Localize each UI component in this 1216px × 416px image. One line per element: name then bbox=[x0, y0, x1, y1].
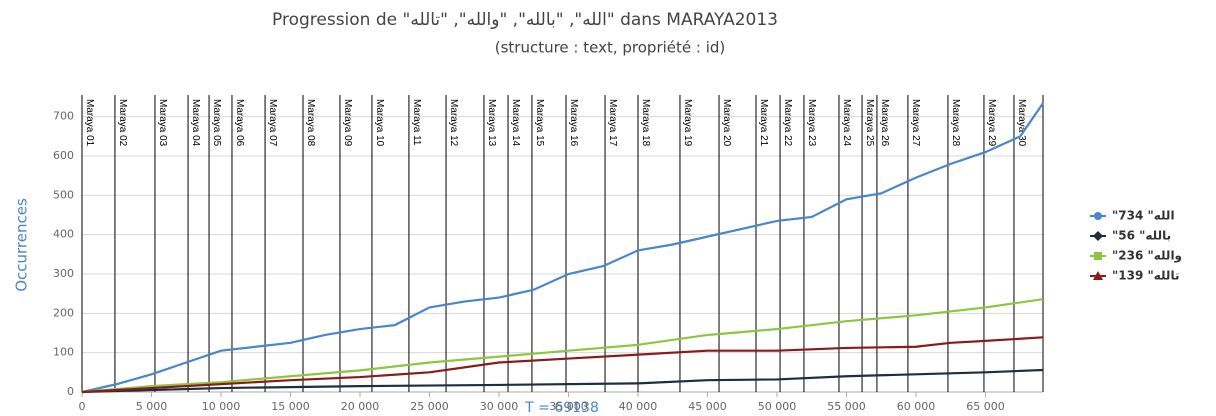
chart-title: Progression de "الله", "بالله", "والله",… bbox=[272, 10, 778, 30]
section-label: Maraya 01 bbox=[84, 99, 95, 147]
section-label: Maraya 09 bbox=[342, 99, 353, 147]
legend-marker bbox=[1093, 231, 1103, 241]
x-tick-label: 0 bbox=[79, 400, 86, 413]
series-line bbox=[81, 298, 1044, 394]
legend-label: "الله" 734 bbox=[1112, 209, 1175, 223]
section-label: Maraya 24 bbox=[841, 99, 852, 147]
legend-label: "تالله" 139 bbox=[1112, 269, 1179, 283]
x-tick-label: 50 000 bbox=[758, 400, 797, 413]
section-label: Maraya 13 bbox=[486, 99, 497, 147]
series-line bbox=[81, 368, 1044, 394]
y-tick-label: 600 bbox=[53, 149, 74, 162]
section-label: Maraya 26 bbox=[879, 99, 890, 147]
section-label: Maraya 11 bbox=[411, 99, 422, 146]
x-tick-label: 25 000 bbox=[410, 400, 449, 413]
x-tick-label: 40 000 bbox=[619, 400, 658, 413]
section-label: Maraya 02 bbox=[117, 99, 128, 147]
y-tick-label: 100 bbox=[53, 346, 74, 359]
x-tick-label: 30 000 bbox=[480, 400, 519, 413]
section-label: Maraya 29 bbox=[986, 99, 997, 147]
x-tick-label: 45 000 bbox=[688, 400, 727, 413]
section-label: Maraya 19 bbox=[682, 99, 693, 147]
section-label: Maraya 16 bbox=[568, 99, 579, 147]
section-label: Maraya 10 bbox=[374, 99, 385, 147]
section-label: Maraya 06 bbox=[234, 99, 245, 147]
x-tick-label: 15 000 bbox=[271, 400, 310, 413]
section-label: Maraya 17 bbox=[607, 99, 618, 147]
y-tick-label: 200 bbox=[53, 306, 74, 319]
y-tick-label: 0 bbox=[67, 385, 74, 398]
section-label: Maraya 18 bbox=[640, 99, 651, 147]
x-tick-label: 60 000 bbox=[897, 400, 936, 413]
legend-label: "والله" 236 bbox=[1112, 249, 1182, 264]
section-label: Maraya 07 bbox=[267, 99, 278, 147]
legend-marker bbox=[1094, 252, 1102, 260]
x-tick-label: 55 000 bbox=[827, 400, 866, 413]
section-label: Maraya 04 bbox=[190, 99, 201, 147]
x-axis-label: T = 69138 bbox=[524, 400, 599, 416]
chart-subtitle: (structure : text, propriété : id) bbox=[495, 39, 726, 57]
section-label: Maraya 30 bbox=[1016, 99, 1027, 147]
x-tick-label: 10 000 bbox=[202, 400, 241, 413]
section-label: Maraya 27 bbox=[910, 99, 921, 147]
series-line bbox=[81, 336, 1044, 394]
section-label: Maraya 14 bbox=[510, 99, 521, 147]
y-axis-label: Occurrences bbox=[13, 198, 31, 292]
legend-label: "بالله" 56 bbox=[1112, 229, 1171, 243]
section-label: Maraya 15 bbox=[534, 99, 545, 147]
x-tick-label: 65 000 bbox=[966, 400, 1005, 413]
section-label: Maraya 20 bbox=[721, 99, 732, 147]
y-tick-label: 400 bbox=[53, 228, 74, 241]
series-line bbox=[81, 102, 1044, 394]
y-tick-label: 300 bbox=[53, 267, 74, 280]
section-label: Maraya 12 bbox=[448, 99, 459, 147]
section-label: Maraya 21 bbox=[758, 99, 769, 147]
section-label: Maraya 08 bbox=[305, 99, 316, 147]
section-label: Maraya 22 bbox=[782, 99, 793, 147]
legend-marker bbox=[1093, 271, 1103, 280]
section-label: Maraya 23 bbox=[806, 99, 817, 147]
section-label: Maraya 05 bbox=[211, 99, 222, 147]
y-tick-label: 500 bbox=[53, 188, 74, 201]
section-label: Maraya 25 bbox=[864, 99, 875, 147]
y-tick-label: 700 bbox=[53, 110, 74, 123]
x-tick-label: 35 000 bbox=[549, 400, 588, 413]
x-tick-label: 20 000 bbox=[341, 400, 380, 413]
section-label: Maraya 28 bbox=[950, 99, 961, 147]
section-label: Maraya 03 bbox=[157, 99, 168, 147]
legend-marker bbox=[1094, 212, 1102, 220]
x-tick-label: 5 000 bbox=[136, 400, 168, 413]
